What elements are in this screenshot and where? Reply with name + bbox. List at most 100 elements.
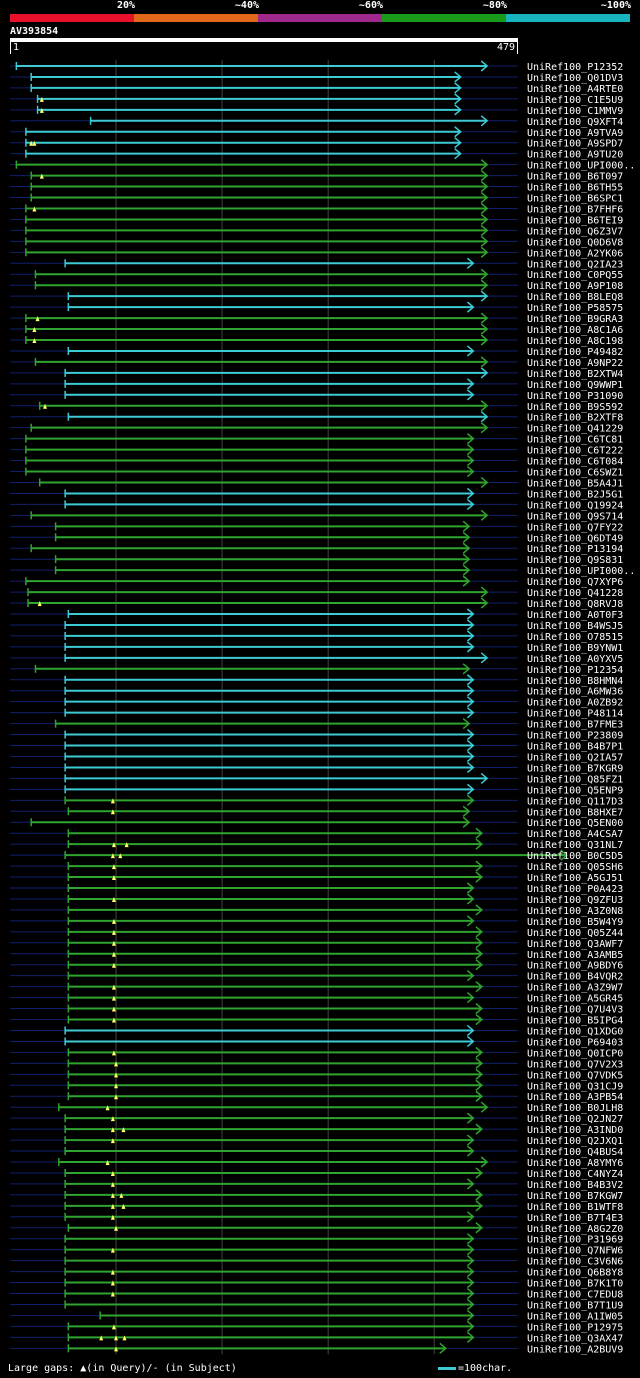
hit-label: UniRef100_A8C198 xyxy=(527,336,623,347)
query-gap-marker xyxy=(29,140,34,146)
hit-label: UniRef100_Q85FZ1 xyxy=(527,774,623,785)
ruler-end: 479 xyxy=(497,42,518,54)
hit-label: UniRef100_A0YXV5 xyxy=(527,654,623,665)
hit-label: UniRef100_A3Z9W7 xyxy=(527,983,623,994)
hit-end-arrow xyxy=(480,235,489,247)
hit-end-arrow xyxy=(466,1024,475,1037)
hit-end-arrow xyxy=(466,454,475,467)
hit-label: UniRef100_Q9WWP1 xyxy=(527,380,623,391)
hit-label: UniRef100_C3V6N6 xyxy=(527,1257,623,1268)
hit-label: UniRef100_Q41229 xyxy=(527,424,623,435)
hit-label: UniRef100_C6TC81 xyxy=(527,435,623,446)
hit-end-arrow xyxy=(454,71,462,83)
query-gap-marker xyxy=(122,1335,127,1341)
hit-end-arrow xyxy=(466,970,475,982)
hit-label: UniRef100_A2BUV9 xyxy=(527,1344,623,1355)
hit-label: UniRef100_C1MMV9 xyxy=(527,106,623,117)
hit-end-arrow xyxy=(462,805,471,817)
hit-end-arrow xyxy=(466,882,475,894)
hit-end-arrow xyxy=(466,696,475,708)
hit-end-arrow xyxy=(480,224,489,236)
hit-end-arrow xyxy=(466,257,475,269)
query-gap-marker xyxy=(32,140,37,146)
hit-label: UniRef100_P12352 xyxy=(527,62,623,73)
query-gap-marker xyxy=(111,984,116,990)
hit-label: UniRef100_P31090 xyxy=(527,391,623,402)
hit-end-arrow xyxy=(475,871,484,883)
legend-footer: Large gaps: ▲(in Query)/- (in Subject) =… xyxy=(8,1362,632,1376)
hit-end-arrow xyxy=(466,1255,475,1267)
hit-end-arrow xyxy=(480,400,489,412)
query-gap-marker xyxy=(110,1269,115,1275)
hit-label: UniRef100_Q6DT49 xyxy=(527,533,623,544)
hit-end-arrow xyxy=(466,498,475,510)
hit-label: UniRef100_A9BDY6 xyxy=(527,961,623,972)
query-gap-marker xyxy=(114,1072,119,1078)
hit-end-arrow xyxy=(475,1002,484,1015)
query-gap-marker xyxy=(111,918,116,924)
hit-end-arrow xyxy=(466,1320,475,1332)
hit-end-arrow xyxy=(480,334,489,346)
hit-label: UniRef100_A3PB54 xyxy=(527,1092,623,1103)
hit-end-arrow xyxy=(462,553,471,565)
hit-label: UniRef100_A4RTE0 xyxy=(527,84,623,95)
hit-end-arrow xyxy=(466,608,475,620)
hit-label: UniRef100_Q31CJ9 xyxy=(527,1081,623,1092)
pct-label-100: ~100% xyxy=(600,0,631,11)
hit-label: UniRef100_B0C5D5 xyxy=(527,851,623,862)
hit-end-arrow xyxy=(480,652,489,664)
hit-label: UniRef100_B6TEI9 xyxy=(527,215,623,226)
hit-end-arrow xyxy=(480,279,489,291)
hit-label: UniRef100_B2XTW4 xyxy=(527,369,623,380)
hit-label: UniRef100_Q2JN27 xyxy=(527,1114,623,1125)
hit-label: UniRef100_B6TH55 xyxy=(527,183,623,194)
hit-end-arrow xyxy=(454,82,462,94)
query-gap-marker xyxy=(110,1214,115,1220)
hit-label: UniRef100_B7KGR9 xyxy=(527,763,623,774)
hit-end-arrow xyxy=(462,564,471,576)
hit-label: UniRef100_A6MW36 xyxy=(527,687,623,698)
query-gap-marker xyxy=(118,853,123,859)
hit-end-arrow xyxy=(480,213,489,226)
hit-label: UniRef100_P12354 xyxy=(527,665,623,676)
hit-end-arrow xyxy=(466,465,475,478)
hit-label: UniRef100_B6T097 xyxy=(527,172,623,183)
hit-label: UniRef100_A8YMY6 xyxy=(527,1158,623,1169)
hit-end-arrow xyxy=(454,104,462,116)
hit-label: UniRef100_B5IPG4 xyxy=(527,1016,623,1027)
hit-end-arrow xyxy=(466,433,475,445)
hit-end-arrow xyxy=(466,893,475,905)
query-gap-marker xyxy=(114,1225,119,1231)
hit-end-arrow xyxy=(480,115,489,127)
query-gap-marker xyxy=(110,1127,115,1133)
query-gap-marker xyxy=(124,842,129,848)
hit-label: UniRef100_A1IW05 xyxy=(527,1311,623,1322)
hit-label: UniRef100_B2J5G1 xyxy=(527,489,623,500)
hit-end-arrow xyxy=(475,1167,484,1179)
query-gap-marker xyxy=(39,107,44,113)
hit-label: UniRef100_Q7NFW6 xyxy=(527,1246,623,1257)
hit-label: UniRef100_Q9S831 xyxy=(527,555,623,566)
hit-end-arrow xyxy=(475,860,484,872)
query-gap-marker xyxy=(121,1127,126,1133)
hit-end-arrow xyxy=(466,1266,475,1278)
hit-label: UniRef100_Q9S714 xyxy=(527,511,623,522)
hit-end-arrow xyxy=(466,761,475,774)
hit-label: UniRef100_Q7FY22 xyxy=(527,522,623,533)
hit-end-arrow xyxy=(475,1046,484,1058)
hit-end-arrow xyxy=(462,542,471,554)
hit-end-arrow xyxy=(475,1189,484,1201)
hit-label: UniRef100_P48114 xyxy=(527,709,623,720)
identity-scale: 20% ~40% ~60% ~80% ~100% xyxy=(0,0,640,14)
hit-label: UniRef100_Q0ICP0 xyxy=(527,1048,623,1059)
hit-label: UniRef100_Q9ZFU3 xyxy=(527,895,623,906)
hit-end-arrow xyxy=(466,1244,475,1256)
hit-label: UniRef100_B4B3V2 xyxy=(527,1180,623,1191)
query-gap-marker xyxy=(110,1280,115,1286)
query-gap-marker xyxy=(110,853,115,859)
hit-end-arrow xyxy=(466,1309,475,1322)
hit-end-arrow xyxy=(475,1079,484,1091)
hit-end-arrow xyxy=(466,378,475,390)
hit-label: UniRef100_C6SWZ1 xyxy=(527,468,623,479)
hit-label: UniRef100_A8C1A6 xyxy=(527,325,623,336)
